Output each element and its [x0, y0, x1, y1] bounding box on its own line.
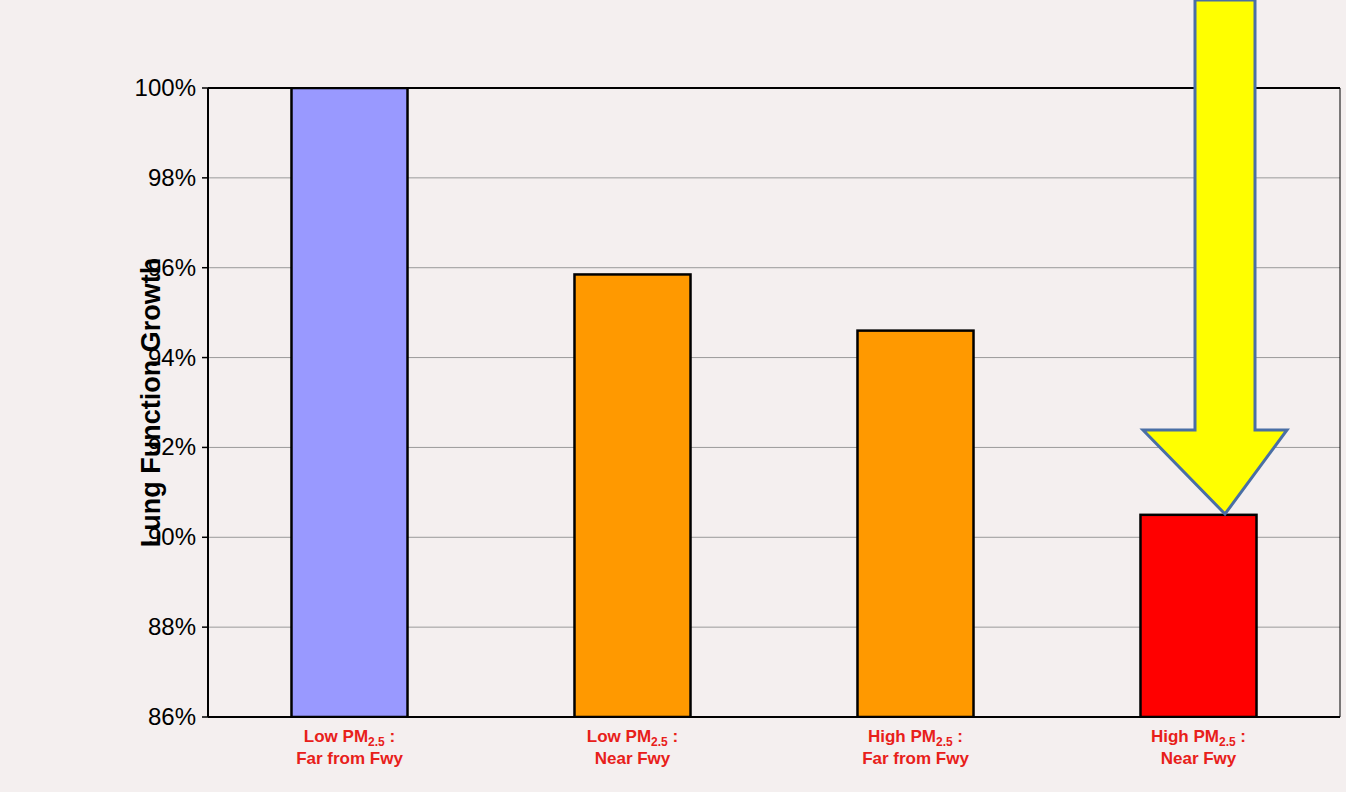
y-tick-label: 98% — [148, 164, 196, 191]
background — [0, 0, 1346, 792]
label-part: Near Fwy — [595, 749, 671, 768]
label-subscript: 2.5 — [936, 735, 953, 749]
label-line: Near Fwy — [595, 749, 671, 768]
label-part: High PM — [1151, 727, 1219, 746]
bar — [574, 274, 690, 717]
x-tick-label: High PM2.5 :Near Fwy — [1151, 727, 1246, 768]
label-part: Near Fwy — [1161, 749, 1237, 768]
y-axis-title: Lung Function Growth — [136, 258, 166, 547]
label-subscript: 2.5 — [368, 735, 385, 749]
annotation-arrow — [1143, 0, 1287, 514]
bar — [291, 88, 407, 717]
label-part: Low PM — [304, 727, 368, 746]
label-line: Near Fwy — [1161, 749, 1237, 768]
label-subscript: 2.5 — [1219, 735, 1236, 749]
label-part: Far from Fwy — [862, 749, 969, 768]
label-line: Far from Fwy — [862, 749, 969, 768]
label-line: Far from Fwy — [296, 749, 403, 768]
y-tick-label: 88% — [148, 613, 196, 640]
x-tick-label: Low PM2.5 :Near Fwy — [587, 727, 678, 768]
grid-line — [208, 717, 1340, 718]
y-tick-label: 100% — [135, 74, 196, 101]
chart: 86%88%90%92%94%96%98%100%Low PM2.5 :Far … — [0, 0, 1346, 792]
x-tick-label: High PM2.5 :Far from Fwy — [862, 727, 969, 768]
label-part: Low PM — [587, 727, 651, 746]
label-line: High PM2.5 : — [1151, 727, 1246, 749]
grid-line — [208, 88, 1340, 89]
frame-top — [208, 87, 1340, 89]
frame-right — [1340, 88, 1341, 717]
label-line: High PM2.5 : — [868, 727, 963, 749]
y-tick-label: 86% — [148, 703, 196, 730]
y-axis — [207, 88, 209, 717]
bar — [1140, 515, 1256, 717]
x-axis — [208, 716, 1340, 718]
label-subscript: 2.5 — [651, 735, 668, 749]
bars — [291, 88, 1256, 717]
label-part: : — [953, 727, 963, 746]
label-line: Low PM2.5 : — [587, 727, 678, 749]
label-part: : — [385, 727, 395, 746]
bar — [857, 331, 973, 717]
label-part: : — [1236, 727, 1246, 746]
label-part: Far from Fwy — [296, 749, 403, 768]
label-part: : — [668, 727, 678, 746]
x-tick-label: Low PM2.5 :Far from Fwy — [296, 727, 403, 768]
label-line: Low PM2.5 : — [304, 727, 395, 749]
label-part: High PM — [868, 727, 936, 746]
